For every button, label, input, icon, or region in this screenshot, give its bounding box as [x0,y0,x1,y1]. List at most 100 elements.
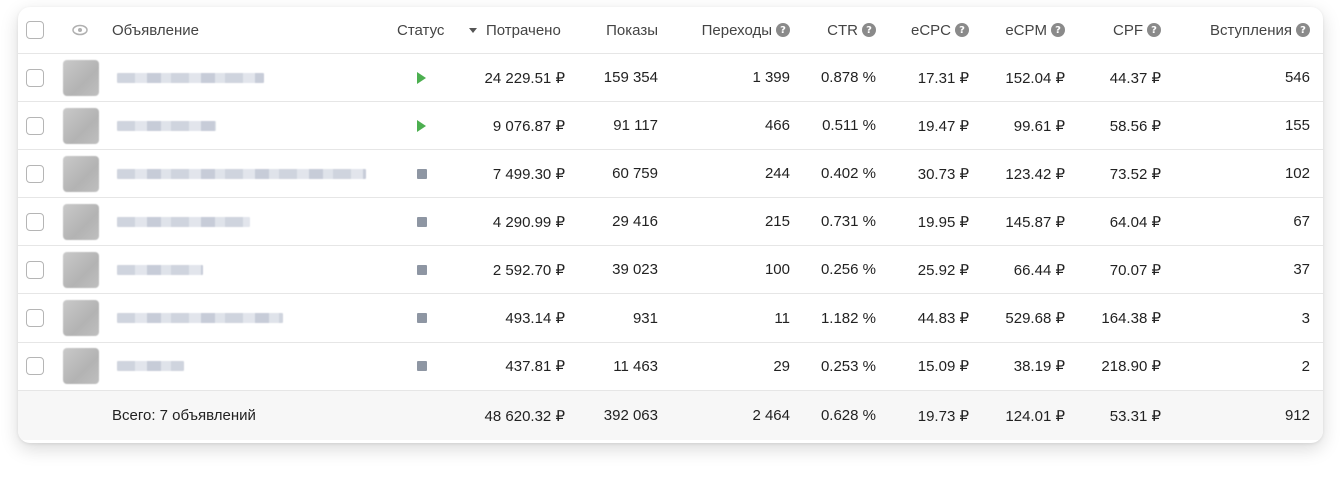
ad-title-blurred[interactable] [117,264,203,275]
cell-spent: 9 076.87 ₽ [492,117,565,135]
row-checkbox[interactable] [26,309,44,327]
column-status-label: Статус [397,21,445,39]
cell-ecpc: 25.92 ₽ [917,261,969,279]
cell-joins: 155 [1284,117,1310,135]
sort-desc-icon [469,27,477,33]
stop-icon[interactable] [417,313,427,323]
column-ecpm-label: eCPM [1005,21,1047,39]
column-joins-label: Вступления [1209,21,1292,39]
column-joins[interactable]: Вступления? [1168,7,1310,53]
play-icon[interactable] [417,119,426,132]
column-ad[interactable]: Объявление [112,7,199,53]
total-ecpc: 19.73 ₽ [917,407,969,425]
ads-table: Объявление Статус Потрачено Показы Перех… [18,7,1323,443]
cell-spent: 493.14 ₽ [505,310,565,327]
cell-spent: 24 229.51 ₽ [484,69,565,87]
total-label: Всего: 7 объявлений [112,407,256,424]
column-status[interactable]: Статус [397,7,444,53]
total-clicks: 2 464 [752,407,790,424]
table-row[interactable]: 2 592.70 ₽ 39 023 100 0.256 % 25.92 ₽ 66.44 ₽… [18,246,1323,295]
cell-joins: 2 [1301,357,1310,375]
ad-title-blurred[interactable] [117,72,264,83]
column-ecpc[interactable]: eCPC? [888,7,969,53]
ad-thumbnail [63,203,99,240]
cell-spent: 2 592.70 ₽ [492,261,565,279]
column-ctr[interactable]: CTR? [798,7,876,53]
column-ctr-label: CTR [827,21,858,39]
cell-cpf: 44.37 ₽ [1109,69,1161,87]
ad-title-blurred[interactable] [117,361,184,372]
select-all-checkbox[interactable] [26,21,44,39]
row-checkbox[interactable] [26,357,44,376]
column-ecpm[interactable]: eCPM? [983,7,1065,53]
cell-ecpm: 529.68 ₽ [1005,310,1065,327]
row-checkbox[interactable] [26,260,44,279]
cell-ctr: 0.511 % [822,117,876,135]
cell-cpf: 58.56 ₽ [1109,117,1161,135]
help-circle-icon[interactable]: ? [1296,23,1310,37]
help-circle-icon[interactable]: ? [862,23,876,37]
column-impressions[interactable]: Показы [578,7,658,53]
row-checkbox[interactable] [26,164,44,183]
help-circle-icon[interactable]: ? [1051,23,1065,37]
cell-ecpm: 99.61 ₽ [1013,117,1065,135]
cell-cpf: 218.90 ₽ [1101,358,1161,376]
cell-spent: 7 499.30 ₽ [492,165,565,183]
column-impressions-label: Показы [606,21,658,39]
cell-joins: 546 [1284,69,1310,86]
table-row[interactable]: 437.81 ₽ 11 463 29 0.253 % 15.09 ₽ 38.19 ₽ 218… [18,343,1323,391]
column-clicks[interactable]: Переходы? [678,7,790,53]
ad-thumbnail [63,300,99,336]
cell-ctr: 0.878 % [820,69,876,86]
help-circle-icon[interactable]: ? [1147,23,1161,37]
cell-impressions: 39 023 [612,261,658,279]
cell-ctr: 0.256 % [820,261,876,279]
cell-ecpm: 145.87 ₽ [1005,213,1065,231]
cell-impressions: 29 416 [612,213,658,231]
table-row[interactable]: 7 499.30 ₽ 60 759 244 0.402 % 30.73 ₽ 123.42 … [18,150,1323,199]
cell-impressions: 11 463 [613,357,658,375]
cell-impressions: 91 117 [613,117,658,135]
cell-spent: 4 290.99 ₽ [492,213,565,231]
cell-ctr: 0.253 % [820,357,876,375]
help-circle-icon[interactable]: ? [955,23,969,37]
cell-ecpc: 19.95 ₽ [917,213,969,231]
stop-icon[interactable] [417,264,427,275]
row-checkbox[interactable] [26,116,44,135]
stop-icon[interactable] [417,216,427,227]
cell-joins: 67 [1293,213,1310,231]
cell-ecpm: 123.42 ₽ [1005,165,1065,183]
table-row[interactable]: 4 290.99 ₽ 29 416 215 0.731 % 19.95 ₽ 145.87 … [18,198,1323,247]
ad-title-blurred[interactable] [117,216,250,227]
cell-ecpc: 44.83 ₽ [917,310,969,327]
help-circle-icon[interactable]: ? [776,23,790,37]
cell-spent: 437.81 ₽ [505,358,565,376]
cell-joins: 3 [1301,309,1310,327]
row-checkbox[interactable] [26,68,44,87]
play-icon[interactable] [417,71,426,84]
cell-ecpc: 15.09 ₽ [917,358,969,376]
cell-joins: 37 [1293,261,1310,279]
total-cpf: 53.31 ₽ [1109,407,1161,425]
column-cpf[interactable]: CPF? [1078,7,1161,53]
cell-cpf: 164.38 ₽ [1101,310,1161,327]
cell-ecpm: 152.04 ₽ [1005,69,1065,87]
cell-ecpc: 17.31 ₽ [917,69,969,87]
stop-icon[interactable] [417,168,427,179]
cell-clicks: 100 [764,261,790,279]
ad-title-blurred[interactable] [117,168,366,179]
total-impressions: 392 063 [603,407,658,424]
ad-title-blurred[interactable] [117,313,283,323]
column-ad-label: Объявление [112,21,199,39]
table-row[interactable]: 9 076.87 ₽ 91 117 466 0.511 % 19.47 ₽ 99.61 ₽… [18,102,1323,151]
column-spent[interactable]: Потрачено [469,7,561,53]
eye-icon[interactable] [72,23,88,37]
table-row[interactable]: 493.14 ₽ 931 11 1.182 % 44.83 ₽ 529.68 ₽ 164.3… [18,295,1323,343]
row-checkbox[interactable] [26,212,44,231]
cell-impressions: 931 [632,309,658,327]
stop-icon[interactable] [417,361,427,372]
cell-cpf: 73.52 ₽ [1109,165,1161,183]
table-row[interactable]: 24 229.51 ₽ 159 354 1 399 0.878 % 17.31 ₽ 152… [18,54,1323,102]
ad-title-blurred[interactable] [117,120,216,131]
column-clicks-label: Переходы [701,21,772,39]
